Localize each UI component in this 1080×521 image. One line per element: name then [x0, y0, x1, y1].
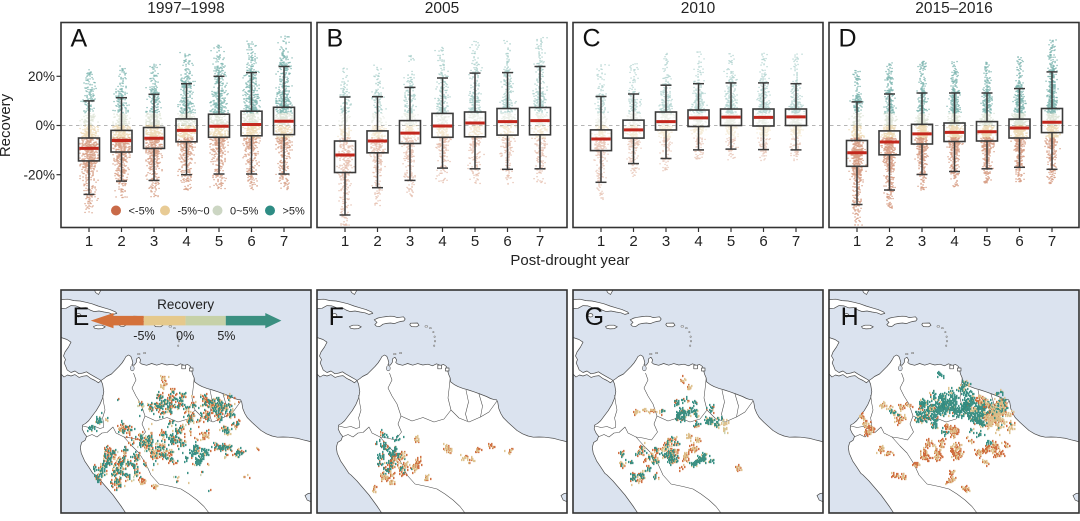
- svg-text:H: H: [841, 303, 859, 331]
- svg-text:2: 2: [629, 233, 637, 250]
- svg-text:E: E: [73, 303, 90, 331]
- svg-text:B: B: [327, 25, 344, 53]
- svg-text:Recovery: Recovery: [157, 297, 214, 312]
- svg-text:3: 3: [662, 233, 670, 250]
- svg-text:7: 7: [792, 233, 800, 250]
- svg-text:5: 5: [471, 233, 479, 250]
- svg-text:6: 6: [247, 233, 255, 250]
- svg-text:2: 2: [117, 233, 125, 250]
- svg-text:3: 3: [406, 233, 414, 250]
- svg-text:-5%~0: -5%~0: [178, 205, 210, 217]
- svg-text:1: 1: [85, 233, 93, 250]
- svg-text:5: 5: [215, 233, 223, 250]
- svg-text:2015–2016: 2015–2016: [915, 0, 993, 17]
- svg-text:F: F: [329, 303, 344, 331]
- svg-text:D: D: [839, 25, 857, 53]
- svg-text:7: 7: [536, 233, 544, 250]
- svg-text:5%: 5%: [217, 329, 235, 343]
- svg-text:0%: 0%: [35, 118, 55, 133]
- svg-text:5: 5: [727, 233, 735, 250]
- svg-text:4: 4: [182, 233, 190, 250]
- svg-text:0~5%: 0~5%: [230, 205, 259, 217]
- svg-text:-5%: -5%: [133, 329, 155, 343]
- svg-text:2010: 2010: [681, 0, 716, 17]
- svg-text:3: 3: [918, 233, 926, 250]
- svg-text:-20%: -20%: [23, 167, 55, 182]
- svg-text:Recovery: Recovery: [0, 93, 14, 157]
- svg-text:4: 4: [694, 233, 702, 250]
- svg-text:<-5%: <-5%: [129, 205, 155, 217]
- svg-text:1: 1: [597, 233, 605, 250]
- svg-text:2: 2: [885, 233, 893, 250]
- svg-text:1: 1: [341, 233, 349, 250]
- svg-text:3: 3: [150, 233, 158, 250]
- svg-text:2005: 2005: [425, 0, 459, 17]
- svg-text:0%: 0%: [176, 329, 194, 343]
- svg-text:20%: 20%: [28, 69, 55, 84]
- svg-text:6: 6: [759, 233, 767, 250]
- svg-text:1997–1998: 1997–1998: [147, 0, 225, 17]
- svg-text:5: 5: [983, 233, 991, 250]
- svg-text:A: A: [71, 25, 88, 53]
- svg-text:G: G: [585, 303, 604, 331]
- svg-text:C: C: [583, 25, 601, 53]
- svg-text:Post-drought year: Post-drought year: [510, 252, 629, 269]
- svg-text:7: 7: [280, 233, 288, 250]
- svg-text:1: 1: [853, 233, 861, 250]
- svg-text:2: 2: [373, 233, 381, 250]
- svg-text:4: 4: [438, 233, 446, 250]
- svg-text:6: 6: [503, 233, 511, 250]
- svg-text:6: 6: [1015, 233, 1023, 250]
- svg-text:7: 7: [1048, 233, 1056, 250]
- svg-text:>5%: >5%: [283, 205, 306, 217]
- svg-text:4: 4: [950, 233, 958, 250]
